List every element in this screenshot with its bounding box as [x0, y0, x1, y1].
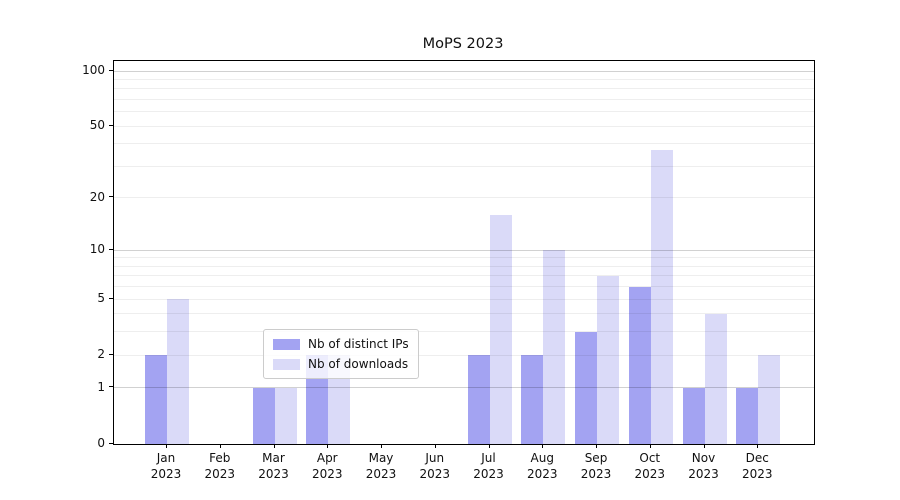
- bar-distinct-ips-jul: [467, 355, 490, 444]
- x-tick-mark-mar: [273, 444, 275, 448]
- x-tick-mark-jul: [488, 444, 490, 448]
- bar-distinct-ips-dec: [736, 388, 759, 444]
- y-tick-label-1: 1: [97, 379, 105, 394]
- x-tick-label-feb: Feb 2023: [204, 451, 236, 481]
- gridline-y-5: [114, 298, 814, 300]
- gridline-y-90: [114, 78, 814, 80]
- x-tick-label-oct: Oct 2023: [634, 451, 666, 481]
- gridline-y-70: [114, 99, 814, 100]
- x-tick-mark-nov: [703, 444, 705, 448]
- legend: Nb of distinct IPs Nb of downloads: [263, 329, 419, 379]
- gridline-y-10: [114, 249, 814, 251]
- x-tick-label-sep: Sep 2023: [580, 451, 612, 481]
- x-tick-label-nov: Nov 2023: [688, 451, 719, 481]
- x-tick-label-jun: Jun 2023: [419, 451, 451, 481]
- bar-downloads-sep: [597, 276, 619, 444]
- gridline-y-80: [114, 88, 814, 90]
- legend-swatch-downloads: [273, 358, 300, 370]
- bar-distinct-ips-sep: [575, 332, 597, 444]
- legend-entry-distinct-ips: Nb of distinct IPs: [273, 337, 409, 351]
- x-tick-label-mar: Mar 2023: [258, 451, 289, 481]
- legend-swatch-distinct-ips: [273, 338, 300, 350]
- chart-title: MoPS 2023: [422, 36, 504, 52]
- x-tick-mark-jun: [434, 444, 436, 448]
- y-tick-mark-0: [109, 442, 113, 444]
- gridline-y-20: [114, 197, 814, 199]
- y-tick-mark-100: [109, 69, 113, 71]
- y-tick-mark-1: [109, 386, 113, 388]
- x-tick-label-jan: Jan 2023: [150, 451, 182, 481]
- plot-area: [113, 60, 815, 445]
- gridline-y-60: [114, 111, 814, 113]
- gridline-y-7: [114, 275, 814, 277]
- gridline-y-40: [114, 143, 814, 145]
- y-tick-mark-10: [109, 248, 113, 250]
- y-tick-label-2: 2: [97, 347, 105, 362]
- bar-distinct-ips-aug: [521, 355, 544, 444]
- bar-downloads-aug: [543, 250, 566, 444]
- legend-label-distinct-ips: Nb of distinct IPs: [308, 337, 409, 351]
- gridline-y-8: [114, 265, 814, 267]
- bar-downloads-mar: [274, 388, 297, 444]
- bar-distinct-ips-mar: [252, 388, 275, 444]
- legend-entry-downloads: Nb of downloads: [273, 357, 409, 371]
- x-tick-mark-oct: [649, 444, 651, 448]
- bar-downloads-jan: [167, 299, 189, 444]
- gridline-y-100: [114, 70, 814, 72]
- x-tick-label-may: May 2023: [365, 451, 397, 481]
- y-tick-label-5: 5: [97, 291, 105, 306]
- y-tick-label-0: 0: [97, 436, 105, 450]
- y-tick-mark-5: [109, 297, 113, 299]
- y-tick-mark-2: [109, 353, 113, 355]
- y-tick-mark-20: [109, 196, 113, 198]
- bar-downloads-nov: [704, 314, 727, 444]
- y-tick-label-20: 20: [89, 189, 105, 204]
- y-tick-mark-50: [109, 124, 113, 126]
- legend-label-downloads: Nb of downloads: [308, 357, 409, 371]
- bar-distinct-ips-oct: [628, 287, 651, 444]
- bar-downloads-dec: [758, 355, 781, 444]
- x-tick-mark-sep: [596, 444, 597, 448]
- x-tick-mark-apr: [327, 444, 329, 448]
- x-tick-mark-dec: [757, 444, 759, 448]
- bar-downloads-oct: [650, 150, 673, 444]
- y-tick-label-50: 50: [89, 118, 105, 133]
- x-tick-label-dec: Dec 2023: [741, 451, 773, 481]
- bar-distinct-ips-jan: [145, 355, 167, 444]
- bar-downloads-jul: [489, 215, 512, 444]
- bar-distinct-ips-nov: [682, 388, 705, 444]
- gridline-y-6: [114, 286, 814, 288]
- x-tick-label-jul: Jul 2023: [473, 451, 504, 481]
- gridline-y-50: [114, 125, 814, 127]
- x-tick-mark-jan: [166, 444, 167, 448]
- x-tick-label-apr: Apr 2023: [311, 451, 343, 481]
- y-tick-label-10: 10: [89, 242, 105, 257]
- x-tick-mark-aug: [542, 444, 544, 448]
- gridline-y-30: [114, 165, 814, 167]
- gridline-y-9: [114, 257, 814, 259]
- x-tick-label-aug: Aug 2023: [526, 451, 558, 481]
- x-tick-mark-may: [381, 444, 382, 448]
- y-tick-label-100: 100: [82, 63, 105, 77]
- x-tick-mark-feb: [219, 444, 221, 448]
